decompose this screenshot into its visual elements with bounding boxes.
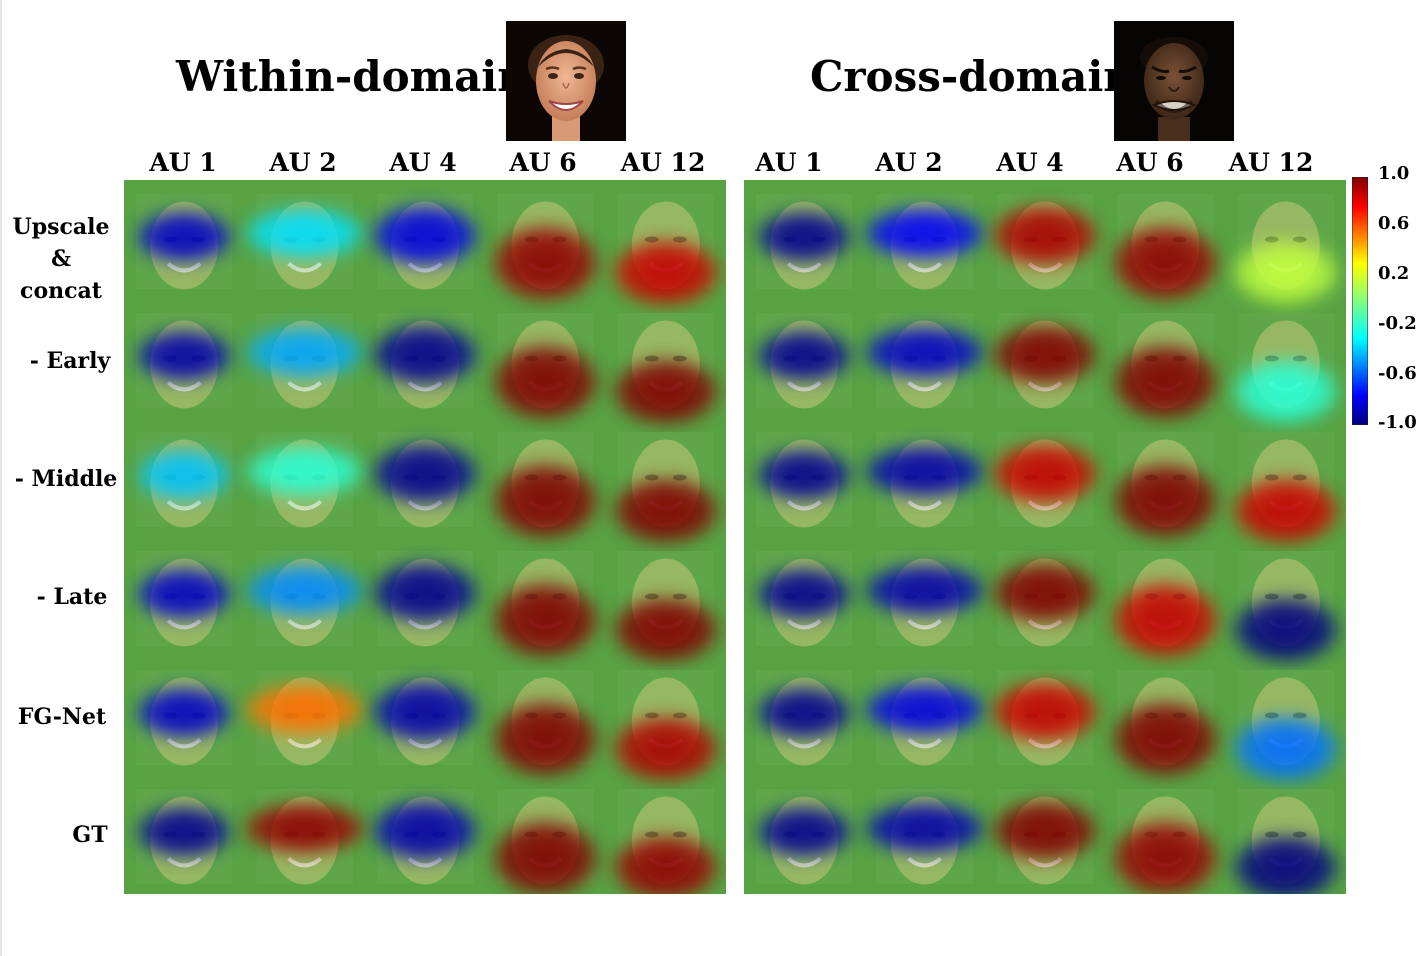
- row-label-gt: GT: [72, 822, 108, 848]
- colorbar-tick-label: 0.6: [1378, 213, 1410, 234]
- within-heatmap-cell: [136, 194, 233, 290]
- cross-column-label-au6: AU 6: [1116, 148, 1184, 177]
- cross-heatmap-cell: [1235, 432, 1337, 542]
- row-label-upscale-concat: Upscale & concat: [8, 211, 114, 307]
- cross-column-label-au2: AU 2: [875, 148, 943, 177]
- cross-heatmap-cell: [1114, 313, 1216, 418]
- cross-heatmap-cell: [1114, 670, 1216, 775]
- within-heatmap-cell: [615, 313, 717, 423]
- cross-domain-portrait: [1114, 21, 1234, 141]
- colorbar-tick-label: 1.0: [1378, 163, 1410, 184]
- within-domain-title: Within-domain: [176, 52, 528, 101]
- row-label-middle: - Middle: [14, 466, 118, 492]
- cross-domain-heatmap-grid: [744, 180, 1346, 894]
- cross-heatmap-cell: [994, 432, 1096, 528]
- within-heatmap-cell: [136, 551, 233, 647]
- cross-column-label-au12: AU 12: [1228, 148, 1314, 177]
- row-label-late: - Late: [36, 584, 108, 610]
- within-heatmap-cell: [246, 789, 363, 885]
- within-heatmap-cell: [136, 670, 233, 766]
- cross-heatmap-cell: [756, 194, 853, 290]
- row-label-fg-net: FG-Net: [17, 704, 107, 730]
- cross-heatmap-cell: [866, 551, 983, 647]
- cross-heatmap-cell: [866, 432, 983, 528]
- within-heatmap-cell: [246, 551, 363, 647]
- cross-heatmap-cell: [866, 789, 983, 885]
- within-heatmap-cell: [494, 313, 596, 418]
- within-heatmap-cell: [494, 551, 596, 656]
- within-heatmap-cell: [615, 551, 717, 661]
- within-heatmap-cell: [246, 313, 363, 409]
- within-heatmap-cell: [615, 789, 717, 894]
- colorbar-tick-label: -1.0: [1378, 412, 1417, 433]
- cross-heatmap-cell: [756, 432, 853, 528]
- within-heatmap-cell: [615, 194, 717, 304]
- within-heatmap-cell: [246, 670, 363, 766]
- cross-domain-title: Cross-domain: [810, 52, 1134, 101]
- row-label-line: Upscale & concat: [12, 214, 110, 304]
- within-heatmap-cell: [374, 551, 476, 647]
- within-column-label-au4: AU 4: [389, 148, 457, 177]
- colorbar-tick-label: -0.6: [1378, 363, 1417, 384]
- within-heatmap-cell: [136, 313, 233, 409]
- within-heatmap-cell: [615, 432, 717, 542]
- cross-heatmap-cell: [994, 670, 1096, 766]
- cross-heatmap-cell: [756, 313, 853, 409]
- cross-heatmap-cell: [866, 313, 983, 409]
- cross-heatmap-cell: [1235, 551, 1337, 661]
- cross-heatmap-cell: [866, 670, 983, 766]
- within-heatmap-cell: [246, 194, 363, 290]
- within-domain-heatmap-grid: [124, 180, 726, 894]
- within-heatmap-cell: [374, 432, 476, 528]
- cross-heatmap-cell: [1114, 194, 1216, 299]
- cross-column-label-au4: AU 4: [996, 148, 1064, 177]
- within-heatmap-cell: [615, 670, 717, 780]
- within-column-label-au12: AU 12: [620, 148, 706, 177]
- colorbar: [1352, 177, 1368, 425]
- cross-heatmap-cell: [756, 789, 853, 885]
- cross-heatmap-cell: [994, 194, 1096, 290]
- within-heatmap-cell: [374, 670, 476, 766]
- cross-heatmap-cell: [1235, 313, 1337, 423]
- within-heatmap-cell: [374, 194, 476, 290]
- within-heatmap-cell: [136, 789, 233, 885]
- within-heatmap-cell: [494, 670, 596, 775]
- colorbar-tick-label: -0.2: [1378, 313, 1417, 334]
- row-label-early: - Early: [29, 348, 111, 374]
- cross-heatmap-cell: [1235, 670, 1337, 780]
- cross-heatmap-cell: [756, 551, 853, 647]
- within-heatmap-cell: [246, 432, 363, 528]
- cross-heatmap-cell: [994, 789, 1096, 885]
- within-column-label-au1: AU 1: [149, 148, 217, 177]
- within-heatmap-cell: [136, 432, 233, 528]
- cross-heatmap-cell: [994, 551, 1096, 647]
- cross-column-label-au1: AU 1: [755, 148, 823, 177]
- cross-heatmap-cell: [1235, 194, 1337, 304]
- within-domain-portrait: [506, 21, 626, 141]
- cross-heatmap-cell: [1114, 432, 1216, 537]
- cross-heatmap-cell: [1114, 551, 1216, 656]
- page-border: [0, 0, 2, 956]
- within-column-label-au2: AU 2: [269, 148, 337, 177]
- cross-heatmap-cell: [756, 670, 853, 766]
- within-heatmap-cell: [494, 789, 596, 894]
- cross-heatmap-cell: [866, 194, 983, 290]
- colorbar-tick-label: 0.2: [1378, 263, 1410, 284]
- within-heatmap-cell: [374, 313, 476, 409]
- within-heatmap-cell: [494, 194, 596, 299]
- within-column-label-au6: AU 6: [509, 148, 577, 177]
- within-heatmap-cell: [494, 432, 596, 537]
- cross-heatmap-cell: [1235, 789, 1337, 894]
- cross-heatmap-cell: [994, 313, 1096, 409]
- cross-heatmap-cell: [1114, 789, 1216, 894]
- within-heatmap-cell: [374, 789, 476, 885]
